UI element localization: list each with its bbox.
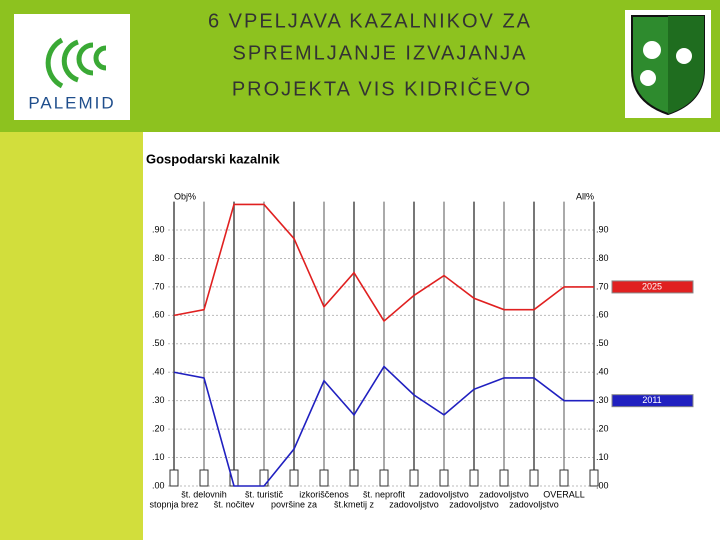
category-marker [319, 469, 329, 487]
y2-tick-label: .60 [596, 310, 609, 320]
x-tick-label: stopnja brez [149, 499, 199, 509]
y2-tick-label: .90 [596, 224, 609, 234]
y2-tick-label: .80 [596, 253, 609, 263]
legend-swatch [611, 394, 694, 408]
category-marker [409, 469, 419, 487]
category-marker [349, 469, 359, 487]
y2-tick-label: .30 [596, 395, 609, 405]
x-tick-label: izkoriščenos [299, 489, 349, 499]
x-tick-label: zadovoljstvo [419, 489, 469, 499]
legend-label: 2011 [642, 395, 661, 405]
y-tick-label: .40 [152, 367, 165, 377]
y2-tick-label: .10 [596, 452, 609, 462]
category-marker [529, 469, 539, 487]
x-tick-label: št. delovnih [181, 489, 227, 499]
category-marker [169, 469, 179, 487]
x-tick-label: OVERALL [543, 489, 585, 499]
y-tick-label: .80 [152, 253, 165, 263]
category-marker [469, 469, 479, 487]
series-line [173, 365, 594, 487]
x-tick-label: št. nočitev [214, 499, 255, 509]
logo-text: PALEMID [28, 93, 115, 112]
chart-title: Gospodarski kazalnik [146, 151, 280, 166]
y-tick-label: .90 [152, 224, 165, 234]
legend-swatch [611, 280, 694, 294]
logo-icon [45, 37, 107, 89]
x-tick-label: št. turistič [245, 489, 284, 499]
y2-tick-label: .00 [596, 480, 609, 490]
y-tick-label: .70 [152, 281, 165, 291]
category-marker [499, 469, 509, 487]
coat-of-arms [625, 10, 711, 118]
title-line: PROJEKTA VIS KIDRIČEVO [232, 77, 532, 100]
y2-axis-label: All% [576, 191, 594, 201]
x-tick-label: zadovoljstvo [509, 499, 559, 509]
y-tick-label: .10 [152, 452, 165, 462]
title-line: 6 VPELJAVA KAZALNIKOV ZA [208, 10, 532, 32]
category-marker [289, 469, 299, 487]
category-marker [379, 469, 389, 487]
y-tick-label: .60 [152, 310, 165, 320]
category-marker [589, 469, 599, 487]
chart: Gospodarski kazalnik Obj% All% .00 .00 .10 .10… [146, 151, 694, 509]
y-axis-label: Obj% [174, 191, 196, 201]
category-marker [559, 469, 569, 487]
y2-tick-label: .70 [596, 281, 609, 291]
x-tick-label: št. neprofit [363, 489, 406, 499]
y-tick-label: .20 [152, 423, 165, 433]
y-tick-label: .30 [152, 395, 165, 405]
x-tick-label: zadovoljstvo [449, 499, 499, 509]
legend-label: 2025 [642, 281, 662, 291]
y2-tick-label: .50 [596, 338, 609, 348]
x-tick-label: zadovoljstvo [479, 489, 529, 499]
y2-tick-label: .20 [596, 423, 609, 433]
y-tick-label: .00 [152, 480, 165, 490]
y2-tick-label: .40 [596, 367, 609, 377]
x-tick-label: zadovoljstvo [389, 499, 439, 509]
category-marker [199, 469, 209, 487]
x-tick-label: št.kmetij z [334, 499, 375, 509]
category-marker [439, 469, 449, 487]
y-tick-label: .50 [152, 338, 165, 348]
title-line: SPREMLJANJE IZVAJANJA [232, 42, 527, 64]
logo-box [14, 14, 130, 120]
series-line [173, 203, 594, 323]
x-tick-label: površine za [271, 499, 317, 509]
